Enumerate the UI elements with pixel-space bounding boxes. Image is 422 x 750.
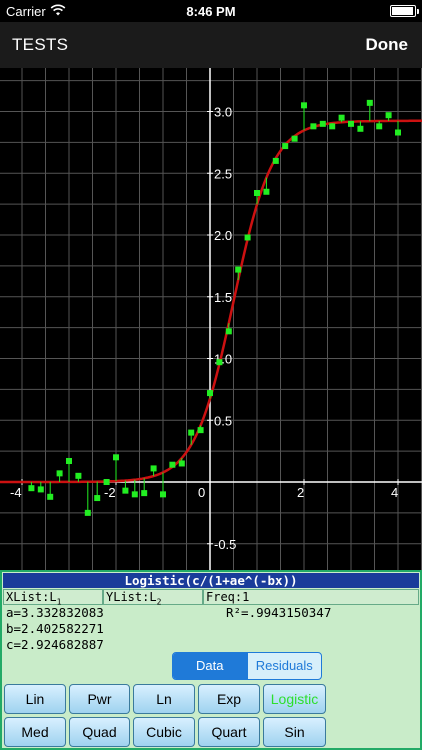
tests-button[interactable]: TESTS <box>12 35 69 54</box>
data-point <box>141 490 148 497</box>
status-time: 8:46 PM <box>186 4 236 19</box>
sin-button[interactable]: Sin <box>263 717 326 747</box>
data-point <box>103 479 110 485</box>
r-squared: R²=.9943150347 <box>226 605 332 620</box>
data-point <box>75 472 82 479</box>
data-point <box>338 114 345 121</box>
data-point <box>376 123 383 130</box>
data-point <box>66 458 72 465</box>
data-point <box>244 234 251 241</box>
quart-button[interactable]: Quart <box>198 717 260 747</box>
x-tick-label: 0 <box>198 485 205 500</box>
data-point <box>113 454 119 461</box>
residuals-segment[interactable]: Residuals <box>246 653 322 679</box>
coefficient-b: b=2.402582271 <box>6 621 104 636</box>
data-point <box>160 491 166 498</box>
navigation-bar: TESTS Done <box>0 22 422 68</box>
data-point <box>235 266 242 273</box>
view-toggle: Data Residuals <box>172 652 322 680</box>
ylist-field[interactable]: YList:L2 <box>103 589 203 606</box>
data-point <box>197 427 204 434</box>
battery-icon <box>390 5 419 17</box>
y-tick-label: 3.0 <box>214 105 232 120</box>
data-point <box>310 123 317 130</box>
x-tick-label: -2 <box>104 485 116 500</box>
data-point <box>225 328 232 335</box>
data-point <box>150 465 157 472</box>
data-point <box>366 99 373 106</box>
data-point <box>329 123 336 130</box>
coefficient-a: a=3.332832083 <box>6 605 104 620</box>
lin-button[interactable]: Lin <box>4 684 66 714</box>
y-tick-label: 2.0 <box>214 228 232 243</box>
carrier-label: Carrier <box>6 4 46 19</box>
scatter-plot[interactable]: -4 -2 0 2 43.02.52.01.51.00.5-0.5 <box>0 68 422 570</box>
quad-button[interactable]: Quad <box>69 717 130 747</box>
data-point <box>178 460 185 467</box>
data-point <box>216 359 223 366</box>
y-tick-label: 1.5 <box>214 290 232 305</box>
status-bar: Carrier 8:46 PM <box>0 0 422 22</box>
data-point <box>37 486 44 493</box>
regression-curve <box>0 119 422 484</box>
data-point <box>47 493 54 500</box>
x-tick-label: -4 <box>10 485 22 500</box>
wifi-icon <box>50 4 66 16</box>
regression-title: Logistic(c/(1+ae^(-bx)) <box>3 573 419 588</box>
data-point <box>348 120 354 127</box>
data-point <box>84 509 91 516</box>
ln-button[interactable]: Ln <box>133 684 195 714</box>
data-point <box>395 129 401 136</box>
data-point <box>301 102 307 109</box>
exp-button[interactable]: Exp <box>198 684 260 714</box>
data-point <box>207 390 213 397</box>
stats-panel: Logistic(c/(1+ae^(-bx)) XList:L1 YList:L… <box>0 570 422 750</box>
logistic-button[interactable]: Logistic <box>263 684 326 714</box>
data-point <box>272 157 279 164</box>
pwr-button[interactable]: Pwr <box>69 684 130 714</box>
data-point <box>385 112 392 119</box>
freq-field[interactable]: Freq:1 <box>203 589 419 605</box>
data-point <box>94 495 101 502</box>
list-fields: XList:L1 YList:L2 Freq:1 <box>3 589 419 606</box>
x-tick-label: 2 <box>297 485 304 500</box>
data-point <box>282 143 289 150</box>
y-tick-label: 2.5 <box>214 166 232 181</box>
regression-graph[interactable]: -4 -2 0 2 4 3.0 2.5 2.0 1.5 1.0 0.5 -0.5 <box>0 68 422 570</box>
cubic-button[interactable]: Cubic <box>133 717 195 747</box>
data-point <box>122 487 129 494</box>
data-point <box>319 120 326 127</box>
data-point <box>131 491 138 498</box>
done-button[interactable]: Done <box>365 35 409 54</box>
y-tick-label: -0.5 <box>214 537 236 552</box>
med-button[interactable]: Med <box>4 717 66 747</box>
data-point <box>188 429 195 436</box>
data-point <box>254 190 260 197</box>
xlist-field[interactable]: XList:L1 <box>3 589 103 606</box>
data-point <box>28 485 35 492</box>
data-point <box>291 135 298 142</box>
data-point <box>263 188 270 195</box>
data-point <box>357 125 364 132</box>
x-tick-label: 4 <box>391 485 398 500</box>
data-point <box>56 470 63 477</box>
coefficient-c: c=2.924682887 <box>6 637 104 652</box>
data-segment[interactable]: Data <box>173 653 247 679</box>
y-tick-label: 0.5 <box>214 413 232 428</box>
data-point <box>169 461 176 468</box>
